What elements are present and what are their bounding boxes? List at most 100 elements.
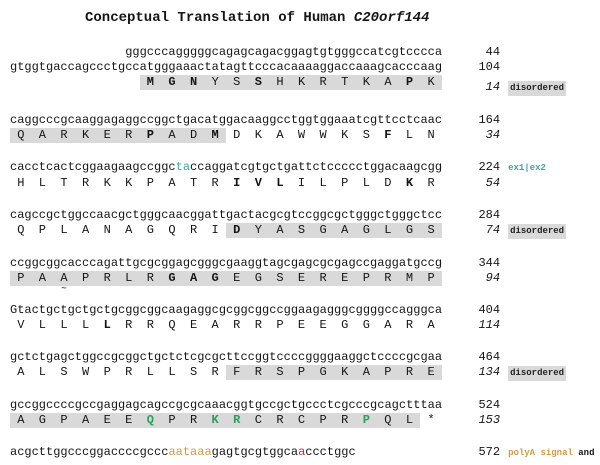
- residue-letter: L: [38, 318, 46, 332]
- dna-segment: ccaggatcgtgctgattctccccctggacaagcgg: [190, 160, 443, 174]
- protein-sequence: A G P A E E Q P R K R C R C P R P Q L *: [10, 413, 442, 428]
- residue-cell: F: [225, 365, 248, 380]
- dna-row: gtggtgaccagccctgccatgggaaactatagttcccaca…: [10, 60, 600, 75]
- residue-cell: P: [420, 271, 442, 286]
- residue-cell: L: [75, 318, 97, 333]
- figure-title-text: Conceptual Translation of Human: [85, 10, 354, 26]
- dna-row: gccggccccgccgaggagcagccgcgcaaacggtgccgct…: [10, 398, 600, 413]
- residue-letter: L: [405, 413, 414, 427]
- residue-letter: Q: [168, 318, 176, 332]
- annotation-label-segment: and: [578, 448, 600, 458]
- residue-letter: D: [384, 176, 392, 190]
- nucleotide-number: 572: [478, 445, 501, 459]
- residue-number: 134: [478, 365, 501, 379]
- residue-cell: A: [204, 318, 226, 333]
- residue-letter: R: [125, 128, 133, 142]
- sequence-section: gggcccagggggcagagcagacggagtgtgggccatcgtc…: [10, 45, 600, 96]
- residue-cell: L: [32, 365, 54, 380]
- residue-cell: G: [312, 365, 334, 380]
- dna-sequence: Gtactgctgctgctgcggcggcaagaggcgcggcggccgg…: [10, 303, 442, 318]
- residue-cell: K: [74, 128, 97, 143]
- dna-sequence: cagccgctggccaacgctgggcaacggattgactacgcgt…: [10, 208, 442, 223]
- residue-cell: R: [269, 413, 291, 428]
- residue-letter: E: [233, 271, 241, 285]
- residue-cell: Q: [10, 223, 32, 238]
- red-dna-segment: a: [298, 445, 306, 459]
- residue-letter: R: [341, 413, 349, 427]
- residue-cell: C: [247, 413, 270, 428]
- nucleotide-number: 164: [478, 113, 501, 127]
- residue-cell: L: [398, 413, 421, 428]
- residue-letter: A: [38, 128, 46, 142]
- residue-letter: C: [297, 413, 306, 427]
- residue-letter: S: [276, 271, 284, 285]
- residue-cell: E: [290, 271, 313, 286]
- residue-cell: G: [140, 223, 162, 238]
- residue-cell: D: [182, 128, 205, 143]
- residue-letter: Q: [17, 128, 25, 142]
- residue-cell: L: [356, 176, 378, 191]
- protein-row: A G P A E E Q P R K R C R C P R P Q L * 153: [10, 413, 600, 428]
- residue-letter: A: [362, 365, 370, 379]
- residue-cell: A: [182, 271, 205, 286]
- dna-row: cagccgctggccaacgctgggcaacggattgactacgcgt…: [10, 208, 600, 223]
- residue-letter: D: [189, 128, 198, 142]
- residue-cell: V: [10, 318, 32, 333]
- residue-letter: R: [146, 271, 154, 285]
- gene-name: C20orf144: [353, 10, 430, 26]
- residue-cell: E: [225, 271, 248, 286]
- residue-cell: I: [204, 223, 226, 238]
- sequence-section: Gtactgctgctgctgcggcggcaagaggcgcggcggccgg…: [10, 303, 600, 333]
- dna-sequence: caggcccgcaaggagaggccggctgacatggacaaggcct…: [10, 113, 442, 128]
- residue-letter: P: [146, 176, 154, 190]
- residue-cell: E: [312, 318, 334, 333]
- residue-cell: A: [161, 128, 183, 143]
- residue-letter: K: [405, 176, 414, 190]
- residue-cell: L: [53, 223, 75, 238]
- nucleotide-number: 284: [478, 208, 501, 222]
- residue-letter: G: [254, 271, 262, 285]
- residue-letter: E: [427, 365, 435, 379]
- residue-cell: P: [10, 271, 32, 286]
- residue-number: 114: [478, 318, 501, 332]
- residue-letter: G: [405, 223, 414, 237]
- disordered-label: disordered: [508, 366, 567, 381]
- residue-cell: G: [161, 271, 183, 286]
- residue-cell: L: [117, 271, 140, 286]
- residue-cell: M: [398, 271, 421, 286]
- residue-letter: L: [125, 271, 133, 285]
- disordered-label: disordered: [508, 81, 567, 96]
- residue-cell: D: [225, 223, 248, 238]
- dna-segment: gctctgagctggccgcggctgctctcgcgcttccggtccc…: [10, 350, 443, 364]
- residue-letter: P: [384, 365, 392, 379]
- residue-cell: R: [247, 365, 270, 380]
- residue-number: 74: [485, 223, 501, 237]
- residue-cell: T: [53, 176, 75, 191]
- residue-cell: E: [183, 318, 205, 333]
- residue-cell: N: [96, 223, 118, 238]
- residue-letter: A: [17, 365, 25, 379]
- residue-letter: V: [254, 176, 262, 190]
- residue-letter: E: [297, 271, 306, 285]
- residue-letter: S: [297, 223, 306, 237]
- sequence-section: cagccgctggccaacgctgggcaacggattgactacgcgt…: [10, 208, 600, 239]
- residue-letter: A: [17, 413, 25, 427]
- residue-cell: R: [75, 176, 97, 191]
- residue-letter: A: [125, 223, 133, 237]
- residue-cell: P: [139, 128, 162, 143]
- residue-cell: E: [420, 365, 442, 380]
- residue-cell: S: [53, 365, 75, 380]
- residue-letter: L: [146, 365, 154, 379]
- nucleotide-number: 524: [478, 398, 501, 412]
- residue-letter: E: [103, 413, 111, 427]
- residue-cell: A: [31, 128, 54, 143]
- residue-cell: E: [96, 413, 118, 428]
- residue-letter: T: [189, 176, 198, 190]
- residue-cell: H: [10, 176, 32, 191]
- residue-cell: A: [10, 413, 32, 428]
- residue-cell: R: [225, 413, 248, 428]
- residue-letter: R: [81, 176, 90, 190]
- residue-letter: R: [146, 318, 154, 332]
